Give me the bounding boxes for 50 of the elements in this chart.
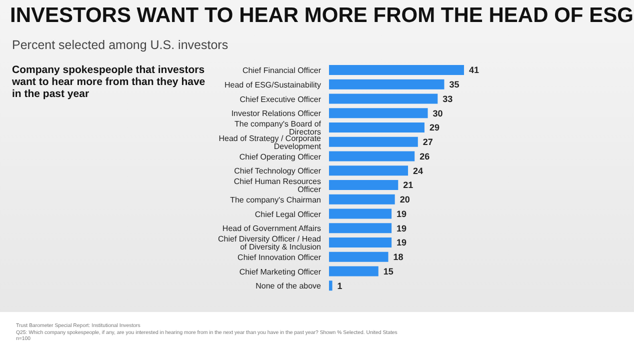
bar <box>329 65 464 75</box>
bar <box>329 180 398 190</box>
data-label: 29 <box>429 122 440 133</box>
bar <box>329 122 424 132</box>
y-tick-label: Chief Innovation Officer <box>238 252 322 262</box>
data-label: 30 <box>432 108 443 118</box>
bar <box>329 166 408 176</box>
bar <box>329 280 332 291</box>
bar <box>329 151 415 162</box>
text: Company spokespeople that investors want to hear more from than they have in the past year <box>12 64 206 100</box>
data-label: 19 <box>396 223 407 234</box>
bar <box>329 108 428 118</box>
bar <box>329 79 444 90</box>
chart-title: INVESTORS WANT TO HEAR MORE FROM THE HEAD OF ESG <box>10 4 634 28</box>
data-label: 26 <box>420 151 430 162</box>
bar <box>329 223 392 234</box>
y-tick-label: Chief Operating Officer <box>239 152 322 162</box>
y-tick-label: Head of Government Affairs <box>222 224 321 234</box>
data-label: 35 <box>449 80 460 90</box>
y-tick-label: None of the above <box>256 282 322 291</box>
data-label: 19 <box>396 208 407 219</box>
y-tick-label: Chief Technology Officer <box>234 166 322 176</box>
y-tick-label: Head of Strategy / Corporate Development <box>218 134 322 151</box>
y-tick-label: Investor Relations Officer <box>231 109 322 118</box>
bar <box>329 136 418 147</box>
bar <box>329 208 392 219</box>
y-tick-label: Chief Legal Officer <box>254 210 322 219</box>
bar <box>329 252 388 262</box>
y-tick-label: Chief Human Resources Officer <box>234 177 322 194</box>
data-label: 20 <box>400 194 410 205</box>
data-label: 41 <box>469 65 480 76</box>
data-label: 1 <box>337 280 342 291</box>
data-label: 18 <box>393 252 404 262</box>
data-label: 24 <box>413 166 424 176</box>
text: Percent selected among U.S. investors <box>12 38 228 52</box>
data-label: 19 <box>396 238 407 248</box>
y-tick-label: Chief Diversity Officer / Head of Diversity & Inclusion <box>218 234 321 252</box>
y-tick-label: Head of ESG/Sustainability <box>224 80 321 90</box>
y-tick-label: Chief Executive Officer <box>240 94 322 104</box>
y-tick-label: Chief Financial Officer <box>242 66 322 76</box>
data-label: 33 <box>442 94 453 104</box>
bar <box>329 94 438 104</box>
y-tick-label: The company's Chairman <box>230 195 321 204</box>
bar <box>329 194 395 204</box>
bar <box>329 266 378 276</box>
data-label: 15 <box>383 266 394 276</box>
data-label: 27 <box>422 137 433 148</box>
data-label: 21 <box>403 180 414 190</box>
y-tick-label: Chief Marketing Officer <box>239 267 322 276</box>
bar <box>329 238 392 248</box>
